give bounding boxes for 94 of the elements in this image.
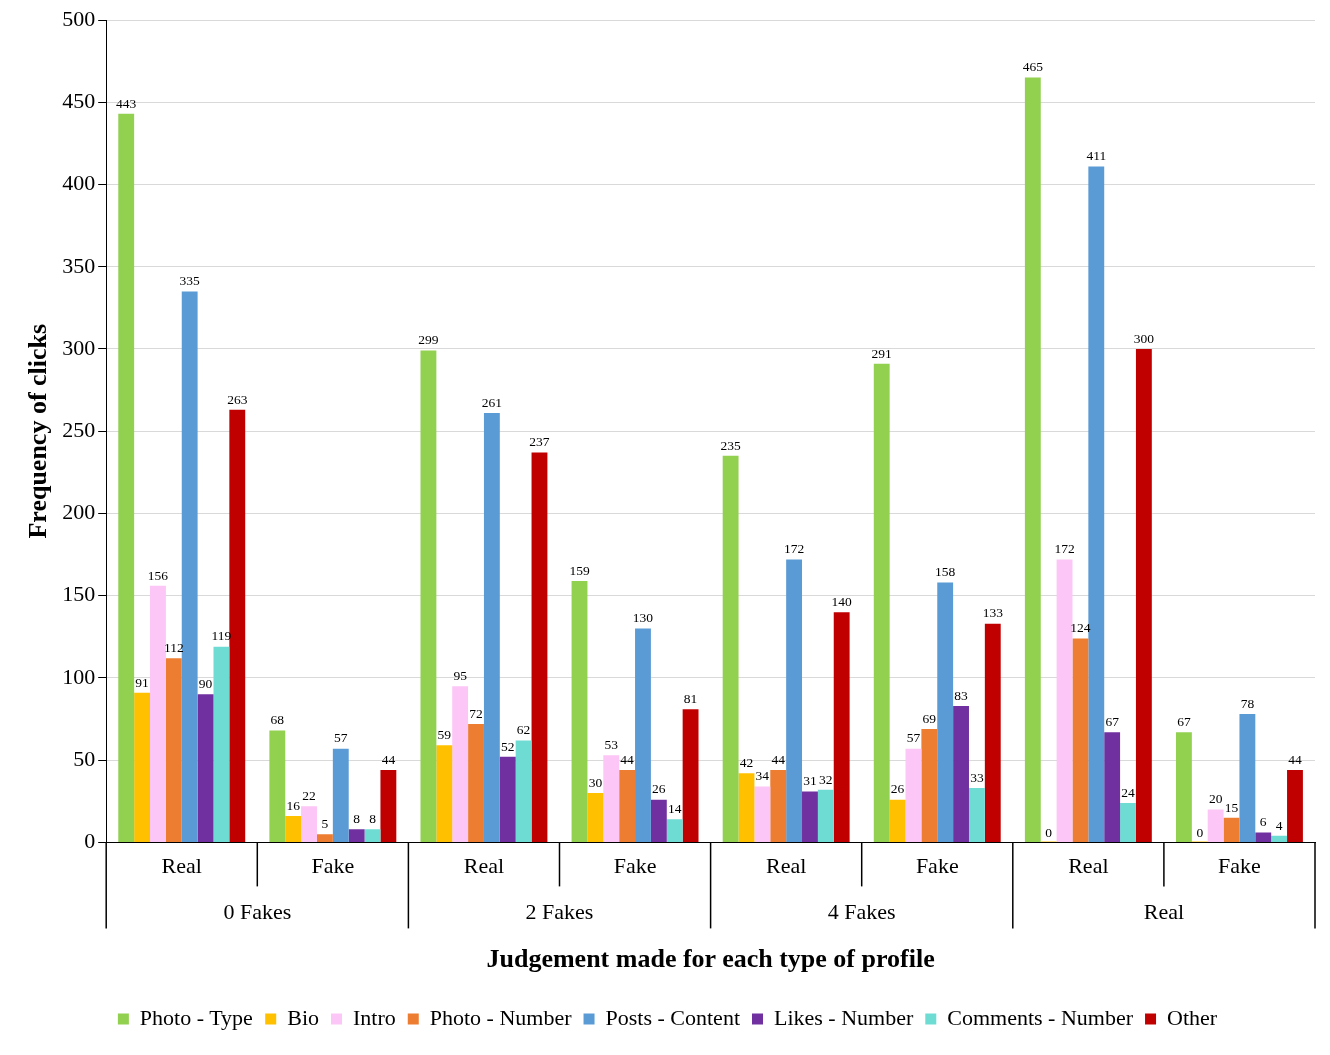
data-label: 140 bbox=[831, 593, 853, 609]
data-label: 22 bbox=[302, 788, 316, 804]
y-tick-label: 200 bbox=[62, 499, 96, 525]
data-label: 14 bbox=[667, 801, 682, 817]
data-label: 62 bbox=[516, 722, 531, 738]
data-label: 4 bbox=[1275, 817, 1283, 833]
data-label: 32 bbox=[819, 771, 833, 787]
data-label: 26 bbox=[652, 781, 666, 797]
data-label: 72 bbox=[469, 705, 483, 721]
x-tick-label: Real bbox=[161, 853, 202, 879]
data-label: 16 bbox=[286, 797, 301, 813]
legend-label: Other bbox=[1167, 1004, 1218, 1030]
data-label: 53 bbox=[604, 737, 619, 753]
data-label: 24 bbox=[1121, 784, 1136, 800]
legend-label: Photo - Type bbox=[139, 1004, 253, 1030]
text: 0 Fakes bbox=[223, 899, 292, 925]
data-label: 172 bbox=[783, 541, 805, 557]
data-label: 44 bbox=[771, 751, 786, 767]
y-tick-label: 150 bbox=[62, 581, 96, 607]
data-label: 44 bbox=[381, 751, 396, 767]
y-tick-label: 250 bbox=[62, 416, 96, 442]
data-label: 6 bbox=[1259, 814, 1267, 830]
y-tick-label: 100 bbox=[62, 663, 96, 689]
data-label: 57 bbox=[906, 730, 921, 746]
data-label: 67 bbox=[1177, 714, 1191, 729]
data-label: 44 bbox=[1288, 751, 1302, 767]
data-label: 156 bbox=[147, 567, 169, 583]
data-label: 335 bbox=[179, 273, 201, 289]
legend-label: Intro bbox=[353, 1004, 396, 1030]
data-label: 95 bbox=[453, 667, 468, 683]
data-label: 299 bbox=[418, 332, 439, 348]
data-label: 261 bbox=[481, 394, 503, 410]
data-label: 443 bbox=[116, 95, 137, 111]
x-tick-label: Real bbox=[463, 853, 505, 879]
y-tick-label: 50 bbox=[73, 745, 96, 771]
data-label: 15 bbox=[1224, 799, 1239, 815]
data-label: 237 bbox=[529, 434, 550, 450]
y-tick-label: 0 bbox=[84, 828, 96, 854]
data-label: 81 bbox=[683, 690, 698, 706]
data-label: 68 bbox=[270, 712, 285, 728]
data-label: 263 bbox=[227, 391, 248, 407]
data-label: 20 bbox=[1208, 791, 1223, 807]
x-tick-label: Fake bbox=[311, 853, 355, 879]
data-label: 67 bbox=[1105, 714, 1120, 729]
text: Real bbox=[1143, 899, 1185, 925]
data-label: 130 bbox=[632, 610, 654, 626]
data-label: 59 bbox=[437, 727, 452, 743]
legend-label: Comments - Number bbox=[947, 1004, 1134, 1030]
y-axis-title: Frequency of clicks bbox=[23, 323, 53, 539]
legend-label: Photo - Number bbox=[429, 1004, 573, 1030]
data-label: 52 bbox=[501, 738, 515, 754]
data-label: 159 bbox=[569, 562, 590, 578]
data-label: 291 bbox=[871, 345, 892, 361]
data-label: 172 bbox=[1054, 541, 1075, 557]
legend-label: Posts - Content bbox=[605, 1004, 740, 1030]
data-label: 69 bbox=[922, 710, 937, 726]
data-label: 5 bbox=[321, 815, 329, 831]
data-label: 44 bbox=[620, 751, 635, 767]
x-tick-label: Real bbox=[765, 853, 807, 879]
y-tick-label: 500 bbox=[62, 5, 96, 31]
data-label: 465 bbox=[1022, 59, 1044, 75]
data-label: 26 bbox=[890, 781, 905, 797]
data-label: 235 bbox=[720, 437, 741, 453]
y-tick-label: 450 bbox=[62, 88, 96, 114]
data-label: 8 bbox=[353, 811, 361, 827]
data-label: 133 bbox=[982, 605, 1004, 621]
data-label: 33 bbox=[970, 769, 984, 785]
y-tick-label: 300 bbox=[62, 334, 96, 360]
x-tick-label: Fake bbox=[915, 853, 959, 879]
data-label: 411 bbox=[1086, 148, 1107, 164]
data-label: 30 bbox=[588, 774, 603, 790]
legend-label: Likes - Number bbox=[773, 1004, 914, 1030]
data-label: 78 bbox=[1240, 695, 1255, 711]
x-axis-title: Judgement made for each type of profile bbox=[486, 944, 935, 974]
data-label: 8 bbox=[369, 811, 377, 827]
data-label: 34 bbox=[755, 768, 770, 784]
y-tick-label: 350 bbox=[62, 252, 96, 278]
data-label: 57 bbox=[334, 730, 348, 746]
data-label: 158 bbox=[935, 564, 956, 580]
x-tick-label: Fake bbox=[1218, 853, 1261, 879]
data-label: 42 bbox=[739, 755, 754, 771]
legend-label: Bio bbox=[287, 1004, 320, 1030]
data-label: 0 bbox=[1196, 825, 1204, 841]
data-label: 83 bbox=[954, 687, 969, 703]
text: 2 Fakes bbox=[525, 899, 594, 925]
data-label: 31 bbox=[803, 773, 817, 789]
data-label: 300 bbox=[1133, 330, 1155, 346]
data-label: 90 bbox=[198, 676, 213, 692]
y-tick-label: 400 bbox=[62, 170, 96, 196]
data-label: 0 bbox=[1045, 825, 1053, 841]
x-tick-label: Real bbox=[1068, 853, 1109, 879]
x-tick-label: Fake bbox=[613, 853, 657, 879]
data-label: 91 bbox=[135, 674, 149, 690]
text: 4 Fakes bbox=[827, 899, 896, 925]
